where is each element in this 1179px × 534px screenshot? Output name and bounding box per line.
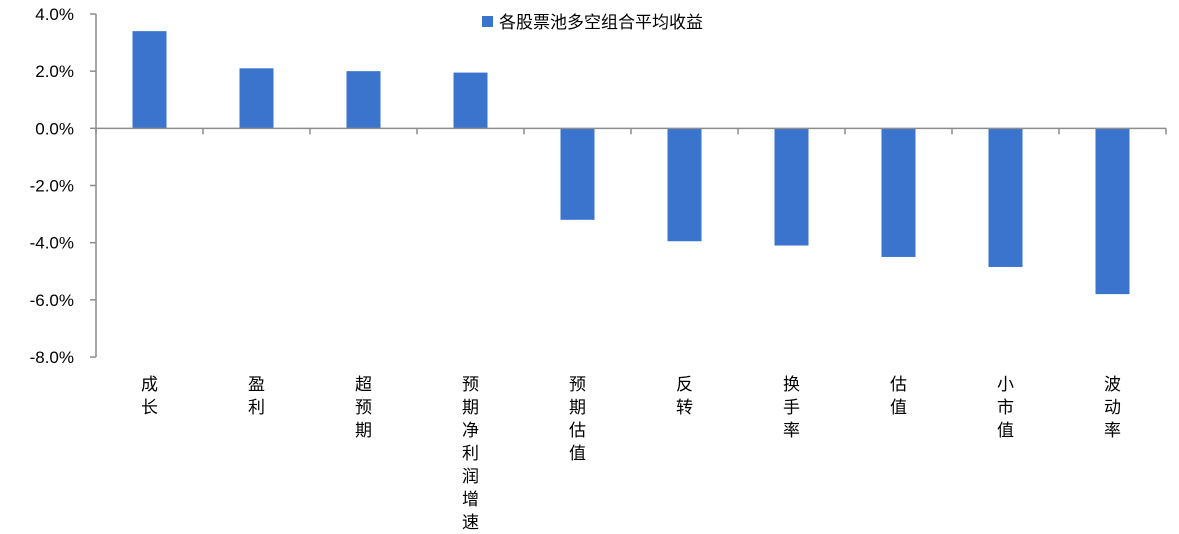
- y-tick-label: 0.0%: [35, 119, 74, 138]
- category-label: 波动率: [1104, 375, 1121, 441]
- y-tick-label: -4.0%: [30, 234, 74, 253]
- bar: [239, 68, 274, 129]
- category-label: 盈利: [248, 375, 265, 418]
- bar: [774, 128, 809, 246]
- y-tick-label: -6.0%: [30, 291, 74, 310]
- category-label: 小市值: [997, 375, 1014, 441]
- category-label: 超预期: [355, 375, 372, 441]
- category-labels: 成长 盈利 超预期 预期净利润增速 预期估值 反转 换手率 估值 小市值 波动率: [141, 375, 1121, 533]
- category-label: 反转: [676, 375, 693, 418]
- category-label: 估值: [890, 375, 907, 418]
- y-tick-label: -2.0%: [30, 177, 74, 196]
- bar: [346, 71, 381, 129]
- bar: [881, 128, 916, 257]
- bar: [1095, 128, 1130, 295]
- category-label: 预期净利润增速: [462, 375, 479, 533]
- legend: 各股票池多空组合平均收益: [482, 13, 703, 33]
- y-tick-label: 2.0%: [35, 62, 74, 81]
- x-axis: [95, 127, 1167, 135]
- legend-label: 各股票池多空组合平均收益: [499, 13, 703, 33]
- bar: [667, 128, 702, 242]
- bars: [132, 31, 1130, 295]
- y-axis-ticks: 4.0% 2.0% 0.0% -2.0% -4.0% -6.0% -8.0%: [30, 5, 96, 367]
- bar: [453, 72, 488, 129]
- bar: [988, 128, 1023, 267]
- legend-swatch: [482, 16, 493, 27]
- bar: [132, 31, 167, 129]
- category-label: 换手率: [783, 375, 800, 441]
- y-tick-label: 4.0%: [35, 5, 74, 24]
- bar: [560, 128, 595, 220]
- category-label: 预期估值: [569, 375, 586, 464]
- y-tick-label: -8.0%: [30, 348, 74, 367]
- category-label: 成长: [141, 375, 158, 418]
